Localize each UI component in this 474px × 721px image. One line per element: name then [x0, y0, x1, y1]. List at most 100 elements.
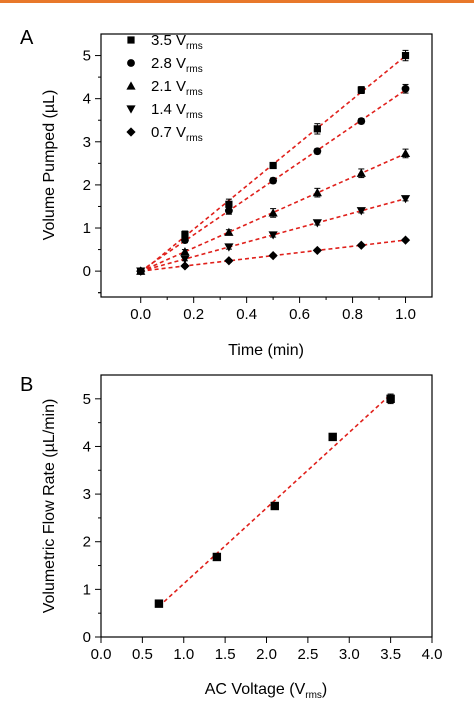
panel-b-label: B — [20, 374, 33, 396]
data-point — [136, 266, 146, 276]
y-tick-label: 4 — [83, 438, 91, 455]
data-point — [224, 256, 234, 266]
legend-label: 1.4 Vrms — [151, 101, 203, 121]
legend-marker — [126, 81, 136, 90]
panel-b-chart: B 0.0 0.5 1.0 1.5 2.0 2.5 3.0 3.5 4.0 0 1 2 3 4 5 AC V… — [20, 374, 442, 701]
data-point — [268, 251, 278, 261]
x-tick-label: 1.5 — [215, 646, 236, 663]
data-point — [180, 261, 190, 271]
legend-label-main: 1.4 V — [151, 101, 186, 118]
legend-label: 2.8 Vrms — [151, 55, 203, 75]
data-point — [313, 147, 322, 156]
x-tick-label: 0.5 — [132, 646, 153, 663]
x-tick-label: 0.8 — [342, 306, 363, 323]
data-point — [357, 86, 365, 94]
panel-a-label: A — [20, 27, 34, 49]
y-tick-label: 2 — [83, 534, 91, 551]
x-tick-label: 3.5 — [380, 646, 401, 663]
legend-label-subscript: rms — [186, 64, 203, 75]
y-tick-label: 0 — [83, 629, 91, 646]
top-accent-bar — [0, 0, 474, 3]
y-tick-label: 3 — [83, 486, 91, 503]
legend-label: 0.7 Vrms — [151, 124, 203, 144]
panel-a-y-axis-label: Volume Pumped (µL) — [41, 90, 58, 241]
data-point — [312, 219, 322, 228]
legend-marker — [126, 127, 136, 137]
legend-label-main: 0.7 V — [151, 124, 186, 141]
legend-label-subscript: rms — [186, 110, 203, 121]
panel-b-markers — [154, 393, 395, 608]
legend-label-main: 3.5 V — [151, 32, 186, 49]
y-tick-label: 1 — [83, 220, 91, 237]
data-point — [224, 206, 233, 215]
data-point — [224, 227, 234, 236]
data-point — [212, 552, 222, 562]
data-point — [313, 125, 321, 133]
panel-a-plot-frame — [100, 33, 433, 298]
data-point — [181, 230, 189, 239]
data-point — [356, 168, 366, 177]
data-point — [312, 188, 322, 197]
y-tick-label: 4 — [83, 91, 91, 108]
panel-b-x-axis-label: AC Voltage (Vrms) — [205, 681, 328, 701]
panel-a-markers — [136, 49, 411, 276]
data-point — [328, 432, 337, 442]
data-point — [268, 231, 278, 240]
data-point — [270, 501, 279, 511]
y-tick-label: 5 — [83, 48, 91, 65]
data-point — [357, 117, 366, 125]
panel-b-y-axis-label: Volumetric Flow Rate (µL/min) — [41, 399, 58, 614]
data-point — [400, 148, 411, 158]
data-point — [401, 51, 410, 60]
legend-label-main: 2.1 V — [151, 78, 186, 95]
x-tick-label: 1.0 — [173, 646, 194, 663]
data-point — [386, 394, 395, 404]
panel-a-x-axis-label: Time (min) — [228, 342, 304, 359]
legend-label-main: 2.8 V — [151, 55, 186, 72]
x-tick-label: 0.0 — [91, 646, 112, 663]
x-tick-label: 2.5 — [297, 646, 318, 663]
panel-b-ticks: 0.0 0.5 1.0 1.5 2.0 2.5 3.0 3.5 4.0 0 1 2 3 4 5 — [83, 391, 443, 663]
y-tick-label: 2 — [83, 177, 91, 194]
data-point — [181, 236, 189, 244]
y-tick-label: 1 — [83, 581, 91, 598]
legend-label-subscript: rms — [186, 41, 203, 52]
data-point — [154, 599, 164, 608]
x-tick-label: 0.0 — [130, 306, 151, 323]
x-tick-label: 3.0 — [339, 646, 360, 663]
fit-line — [158, 393, 392, 608]
data-point — [225, 200, 233, 208]
data-point — [400, 235, 411, 245]
legend-label-subscript: rms — [186, 133, 203, 144]
x-tick-label: 0.6 — [289, 306, 310, 323]
legend-label: 2.1 Vrms — [151, 78, 203, 98]
data-point — [400, 195, 411, 204]
data-point — [268, 208, 278, 217]
x-tick-label: 2.0 — [256, 646, 277, 663]
y-tick-label: 5 — [83, 391, 91, 408]
data-point — [312, 245, 322, 256]
panel-a-ticks: 0.0 0.2 0.4 0.6 0.8 1.0 0 1 2 3 4 5 — [83, 48, 416, 323]
data-point — [180, 255, 190, 264]
data-point — [269, 176, 278, 185]
legend-marker — [126, 105, 136, 114]
x-tick-label: 0.2 — [183, 306, 204, 323]
y-tick-label: 3 — [83, 134, 91, 151]
x-tick-label: 4.0 — [422, 646, 443, 663]
y-tick-label: 0 — [83, 263, 91, 280]
panel-b-plot-frame — [100, 374, 433, 638]
data-point — [224, 243, 234, 252]
data-point — [356, 207, 366, 216]
legend-marker — [127, 59, 135, 67]
legend-label-subscript: rms — [186, 87, 203, 98]
legend-marker — [127, 36, 135, 44]
legend-label: 3.5 Vrms — [151, 32, 203, 52]
x-tick-label: 1.0 — [395, 306, 416, 323]
data-point — [180, 247, 190, 256]
data-point — [401, 84, 410, 93]
data-point — [356, 240, 366, 250]
x-tick-label: 0.4 — [236, 306, 257, 323]
